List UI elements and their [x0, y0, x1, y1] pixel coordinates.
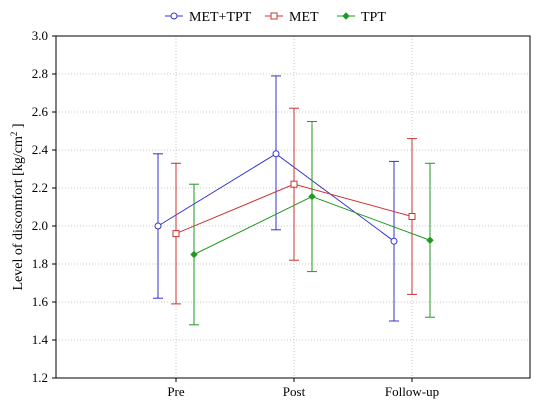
data-point: [308, 192, 316, 201]
y-tick-label: 1.4: [32, 332, 49, 347]
series-met-tpt: [153, 75, 399, 322]
data-point: [154, 222, 162, 230]
data-point: [190, 250, 198, 259]
legend-item: MET+TPT: [165, 10, 252, 25]
x-tick-label: Pre: [167, 384, 185, 399]
y-tick-label: 1.8: [32, 256, 48, 271]
series-tpt: [189, 121, 435, 326]
series-met: [171, 107, 417, 305]
legend-label: MET+TPT: [189, 10, 252, 25]
legend-label: TPT: [361, 10, 386, 25]
y-tick-label: 1.2: [32, 370, 48, 385]
grid-lines: [56, 35, 530, 379]
y-tick-label: 2.8: [32, 66, 48, 81]
legend-marker: [342, 12, 350, 20]
data-point: [426, 236, 434, 244]
plot-frame: [55, 35, 531, 379]
data-point: [290, 180, 298, 188]
data-point: [172, 230, 180, 238]
data-point: [272, 150, 280, 158]
y-tick-label: 1.6: [32, 294, 49, 309]
legend-label: MET: [289, 10, 319, 25]
y-axis-label-close: ]: [11, 123, 26, 131]
data-point: [390, 237, 398, 245]
legend-marker: [270, 12, 278, 20]
y-tick-label: 3.0: [32, 28, 48, 43]
y-axis: 1.2 1.4 1.6 1.8 2.0 2.2 2.4 2.6 2.8 3.0: [32, 28, 56, 385]
y-tick-label: 2.4: [32, 142, 49, 157]
legend-item: MET: [265, 10, 319, 25]
x-tick-label: Follow-up: [385, 384, 439, 399]
y-tick-label: 2.0: [32, 218, 48, 233]
y-axis-label-superscript: 2: [9, 132, 19, 137]
y-tick-label: 2.2: [32, 180, 48, 195]
legend-marker: [170, 12, 178, 20]
x-axis: Pre Post Follow-up: [167, 378, 439, 399]
data-point: [408, 213, 416, 220]
y-axis-label: Level of discomfort [kg/cm2 ]: [9, 123, 26, 290]
x-tick-label: Post: [283, 384, 306, 399]
legend-item: TPT: [337, 10, 386, 25]
series-group: [153, 75, 435, 326]
y-axis-label-text: Level of discomfort [kg/cm: [11, 136, 26, 290]
y-tick-label: 2.6: [32, 104, 49, 119]
legend: MET+TPT MET TPT: [165, 10, 386, 25]
